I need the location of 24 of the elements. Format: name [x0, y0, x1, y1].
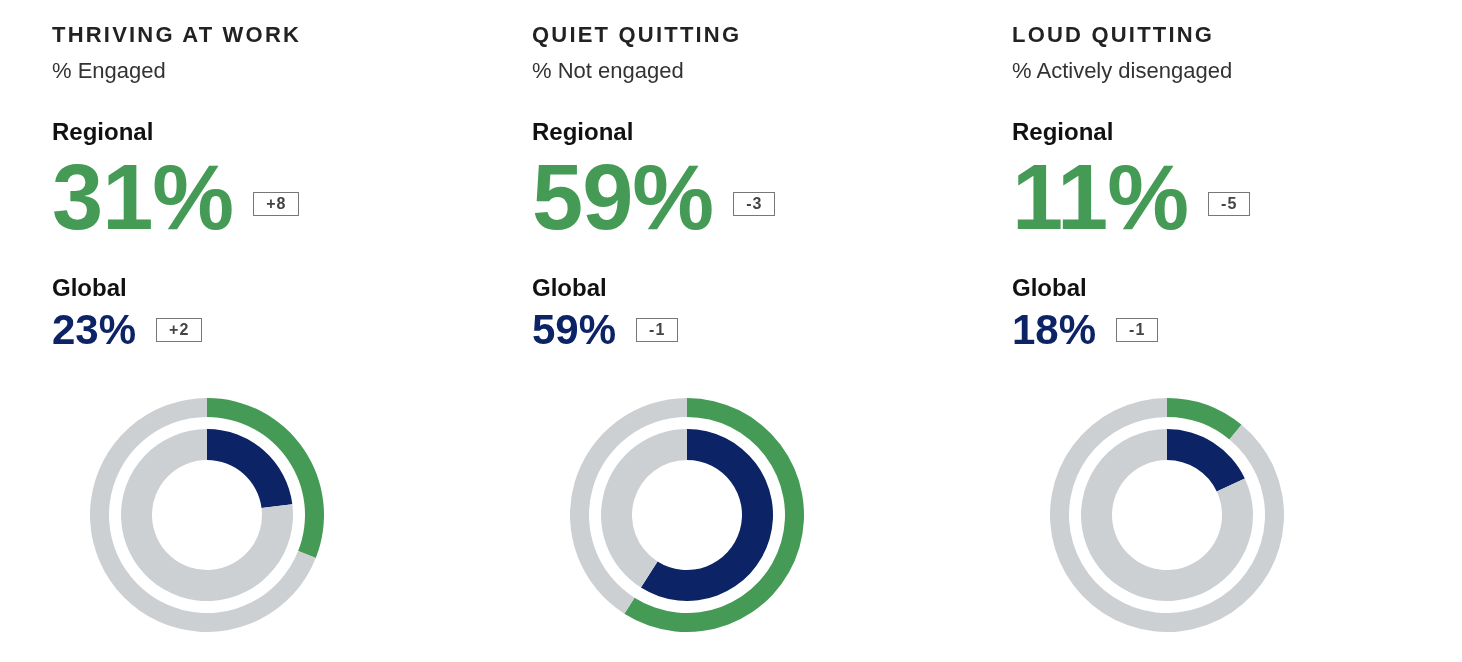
- text: +8: [253, 192, 300, 216]
- chart-title: LOUD QUITTING: [1012, 22, 1215, 48]
- chart-subtitle: % Engaged: [52, 58, 166, 84]
- chart-subtitle: % Not engaged: [532, 58, 684, 84]
- slice-label: Regional: [52, 118, 154, 145]
- text: 23%: [52, 306, 137, 354]
- chart-title: THRIVING AT WORK: [52, 22, 302, 48]
- chart-subtitle: % Actively disengaged: [1012, 58, 1233, 84]
- text: -1: [636, 318, 679, 342]
- slice-label: Global: [1012, 273, 1088, 303]
- text: +2: [156, 318, 203, 342]
- text: -5: [1208, 192, 1251, 216]
- slice-label: Global: [52, 273, 128, 303]
- slice-label: Regional: [1012, 118, 1114, 145]
- text: -3: [733, 192, 776, 216]
- text: -1: [1116, 318, 1159, 342]
- slice-label: Regional: [532, 118, 634, 145]
- text: 31%: [52, 146, 234, 248]
- text: 59%: [532, 146, 714, 248]
- slice-label: Global: [532, 273, 608, 303]
- text: 18%: [1012, 306, 1097, 354]
- chart-title: QUIET QUITTING: [532, 22, 742, 48]
- text: 59%: [532, 306, 617, 354]
- text: 11%: [1012, 146, 1189, 248]
